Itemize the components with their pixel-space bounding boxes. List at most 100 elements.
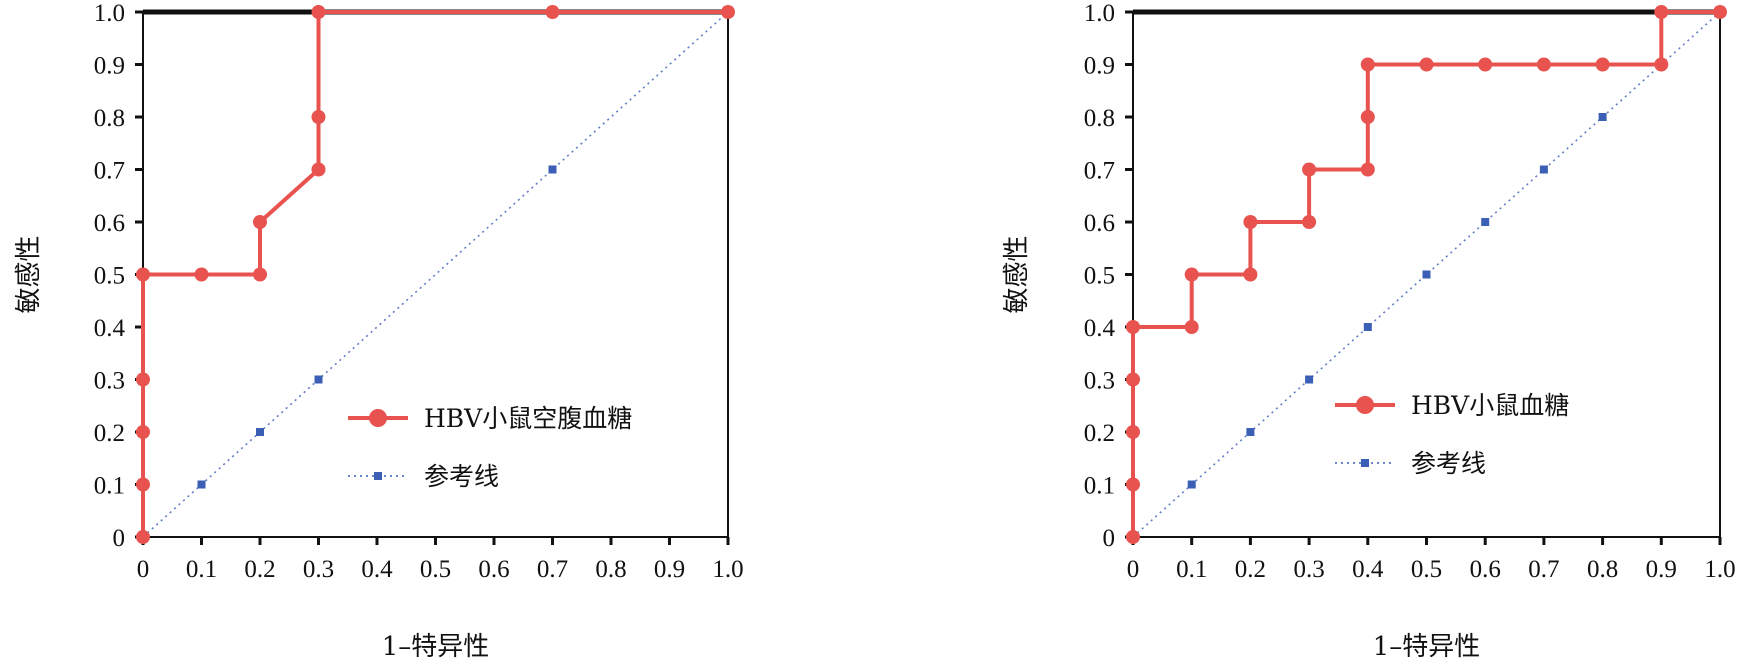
x-tick-label: 0.8 [1587, 556, 1618, 583]
roc-data-point [136, 530, 150, 544]
roc-data-point [1419, 57, 1434, 72]
roc-data-point [311, 110, 326, 124]
roc-data-point [1243, 267, 1258, 282]
y-tick-label: 1.0 [1084, 0, 1115, 27]
x-tick-label: 0.9 [654, 556, 685, 583]
roc-data-point [1126, 320, 1140, 334]
reference-data-point [197, 480, 206, 489]
reference-data-point [548, 165, 557, 174]
reference-data-point [1422, 270, 1431, 279]
y-tick-label: 0.5 [1084, 263, 1115, 290]
x-tick-label: 0.7 [1528, 556, 1559, 583]
chart-panel-1: 0 0.1 0.2 0.3 0.4 0.5 0.6 0.7 0.8 0.9 1.0 0 0.1 0.2 0.… [14, 0, 744, 662]
roc-data-point [1126, 425, 1140, 439]
x-tick-label: 0.3 [303, 556, 334, 583]
chart-panel-2: 0 0.1 0.2 0.3 0.4 0.5 0.6 0.7 0.8 0.9 1.0 0 0.1 0.2 0.… [1002, 0, 1736, 662]
x-tick-label: 1.0 [712, 556, 743, 583]
reference-line [1132, 11, 1721, 538]
x-tick-label: 1.0 [1704, 556, 1735, 583]
y-tick-label: 0.7 [94, 158, 125, 185]
roc-data-point [253, 215, 267, 229]
roc-data-point [1302, 162, 1317, 177]
legend-reference-label: 参考线 [424, 462, 499, 491]
y-tick-label: 0.5 [94, 263, 125, 290]
legend-roc-marker [1356, 396, 1374, 414]
x-tick-label: 0.6 [478, 556, 509, 583]
reference-data-point [1246, 428, 1255, 436]
roc-data-point [1713, 5, 1727, 19]
roc-data-point [1360, 162, 1375, 177]
x-tick-label: 0 [1127, 556, 1140, 583]
x-tick-label: 0.1 [1176, 556, 1207, 583]
reference-line [142, 11, 729, 538]
y-axis-title: 敏感性 [14, 235, 44, 313]
reference-data-point [1363, 323, 1372, 331]
x-axis-title: 1–特异性 [382, 632, 490, 662]
legend-reference-label: 参考线 [1411, 449, 1486, 478]
x-tick-label: 0.5 [420, 556, 451, 583]
x-tick-label: 0.4 [361, 556, 393, 583]
roc-data-point [545, 5, 560, 19]
reference-data-point [1598, 113, 1607, 121]
y-tick-label: 0 [113, 525, 126, 552]
y-tick-label: 0.6 [94, 210, 125, 237]
x-tick-label: 0.7 [537, 556, 568, 583]
x-tick-label: 0.1 [186, 556, 217, 583]
y-tick-label: 0.1 [1084, 473, 1115, 500]
roc-data-point [1595, 57, 1610, 72]
y-tick-label: 0.2 [94, 420, 125, 447]
roc-data-point [311, 5, 326, 19]
x-tick-label: 0 [137, 556, 150, 583]
y-tick-label: 1.0 [94, 0, 125, 27]
y-tick-label: 0 [1103, 525, 1116, 552]
roc-data-point [1126, 477, 1140, 492]
reference-data-point [1539, 165, 1548, 174]
roc-data-point [1478, 57, 1493, 72]
roc-data-point [1654, 57, 1669, 72]
roc-data-point [136, 477, 150, 492]
roc-data-point [311, 162, 326, 177]
reference-data-point [314, 375, 323, 384]
reference-data-point [1305, 375, 1314, 384]
roc-data-point [1126, 530, 1140, 544]
reference-data-point [1187, 480, 1196, 489]
y-axis-title: 敏感性 [1002, 235, 1032, 313]
x-tick-label: 0.2 [1235, 556, 1266, 583]
y-tick-label: 0.7 [1084, 158, 1115, 185]
x-tick-label: 0.6 [1470, 556, 1501, 583]
legend-roc-marker [369, 409, 387, 427]
roc-data-point [136, 372, 150, 387]
roc-data-point [721, 5, 735, 19]
x-tick-label: 0.9 [1646, 556, 1677, 583]
roc-data-point [1243, 215, 1258, 229]
y-tick-label: 0.9 [94, 53, 125, 80]
roc-data-point [253, 267, 267, 282]
roc-data-point [136, 425, 150, 439]
y-tick-label: 0.4 [1084, 315, 1116, 342]
roc-data-point [1302, 215, 1317, 229]
legend-roc-label: HBV小鼠空腹血糖 [424, 404, 632, 433]
roc-curve-line [141, 10, 728, 537]
roc-data-point [1360, 57, 1375, 72]
x-tick-label: 0.4 [1352, 556, 1384, 583]
x-tick-label: 0.5 [1411, 556, 1442, 583]
x-tick-label: 0.3 [1293, 556, 1324, 583]
y-tick-label: 0.6 [1084, 210, 1115, 237]
y-tick-label: 0.2 [1084, 420, 1115, 447]
reference-data-point [1481, 218, 1490, 226]
x-axis-title: 1–特异性 [1373, 632, 1481, 662]
reference-data-point [256, 428, 264, 436]
x-tick-label: 0.2 [244, 556, 275, 583]
roc-data-point [1184, 267, 1199, 282]
y-tick-label: 0.4 [94, 315, 126, 342]
y-tick-label: 0.1 [94, 473, 125, 500]
y-tick-label: 0.8 [1084, 105, 1115, 132]
roc-data-point [1126, 372, 1140, 387]
x-tick-label: 0.8 [595, 556, 626, 583]
legend-roc-label: HBV小鼠血糖 [1411, 391, 1569, 420]
roc-data-point [1360, 110, 1375, 124]
y-tick-label: 0.3 [94, 368, 125, 395]
roc-data-point [1654, 5, 1669, 19]
legend-reference-marker [1361, 459, 1369, 467]
